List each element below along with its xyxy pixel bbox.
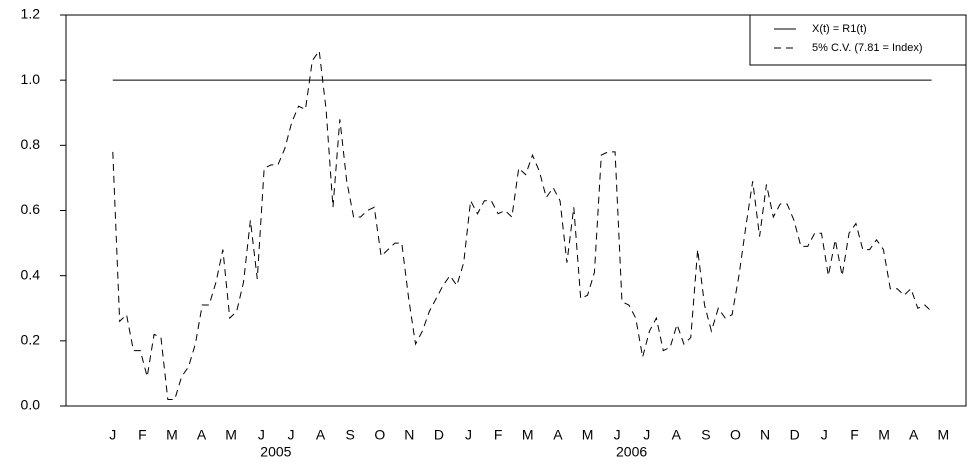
x-tick-label: A — [197, 427, 207, 443]
x-tick-label: J — [614, 427, 621, 443]
x-tick-label: A — [316, 427, 326, 443]
y-tick-label: 1.0 — [21, 71, 41, 87]
x-tick-label: D — [434, 427, 444, 443]
year-label: 2005 — [260, 444, 291, 460]
legend-box — [749, 14, 967, 66]
legend-label: X(t) = R1(t) — [812, 23, 867, 35]
x-tick-label: M — [937, 427, 949, 443]
x-tick-label: M — [582, 427, 594, 443]
x-tick-label: N — [404, 427, 414, 443]
data-line — [112, 49, 932, 400]
plot-frame — [65, 14, 967, 407]
x-tick-label: A — [672, 427, 682, 443]
x-tick-label: J — [258, 427, 265, 443]
x-tick-label: J — [288, 427, 295, 443]
x-tick-label: D — [790, 427, 800, 443]
y-tick-label: 0.2 — [21, 332, 41, 348]
x-tick-label: S — [346, 427, 355, 443]
y-tick-label: 0.6 — [21, 201, 41, 217]
x-tick-label: J — [109, 427, 116, 443]
x-tick-label: A — [909, 427, 919, 443]
y-tick-label: 0.4 — [21, 266, 41, 282]
x-tick-label: M — [225, 427, 237, 443]
y-tick-label: 1.2 — [21, 6, 41, 22]
legend-label: 5% C.V. (7.81 = Index) — [812, 42, 923, 54]
x-tick-label: F — [138, 427, 147, 443]
x-tick-label: J — [643, 427, 650, 443]
x-tick-label: S — [701, 427, 710, 443]
x-tick-label: J — [821, 427, 828, 443]
x-tick-label: M — [166, 427, 178, 443]
x-tick-label: O — [374, 427, 385, 443]
x-tick-label: O — [730, 427, 741, 443]
y-tick-label: 0.0 — [21, 397, 41, 413]
y-tick-label: 0.8 — [21, 136, 41, 152]
x-tick-label: F — [494, 427, 503, 443]
x-tick-label: J — [465, 427, 472, 443]
x-tick-label: N — [760, 427, 770, 443]
x-tick-label: F — [850, 427, 859, 443]
x-tick-label: M — [878, 427, 890, 443]
year-label: 2006 — [616, 444, 647, 460]
x-tick-label: A — [553, 427, 563, 443]
x-tick-label: M — [522, 427, 534, 443]
